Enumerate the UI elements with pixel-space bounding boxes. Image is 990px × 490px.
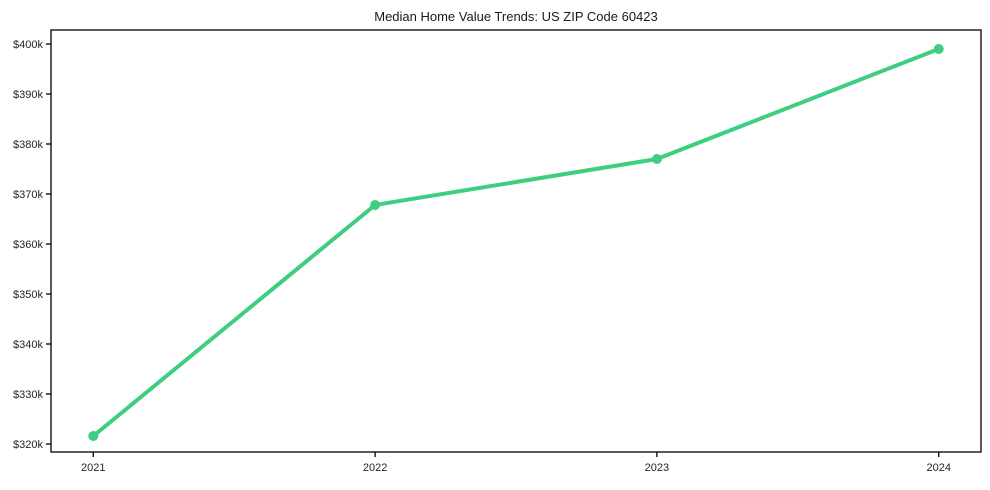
y-tick-label: $320k [13,439,43,451]
x-tick-label: 2024 [926,462,950,474]
plot-border [50,29,982,453]
data-point-2023 [651,154,662,164]
data-point-2024 [933,44,944,54]
trend-line [91,47,941,438]
y-tick-label: $390k [13,89,43,101]
y-tick-label: $330k [13,389,43,401]
x-tick-label: 2022 [363,462,387,474]
y-tick-label: $350k [13,289,43,301]
x-tick-label: 2023 [645,462,669,474]
y-tick-label: $340k [13,339,43,351]
data-point-2022 [370,200,381,210]
y-tick-label: $360k [13,239,43,251]
y-tick-label: $370k [13,189,43,201]
x-tick-label: 2021 [81,462,105,474]
chart-title: Median Home Value Trends: US ZIP Code 60… [374,9,658,24]
data-point-2021 [88,431,99,441]
y-tick-label: $380k [13,139,43,151]
y-tick-label: $400k [13,39,43,51]
